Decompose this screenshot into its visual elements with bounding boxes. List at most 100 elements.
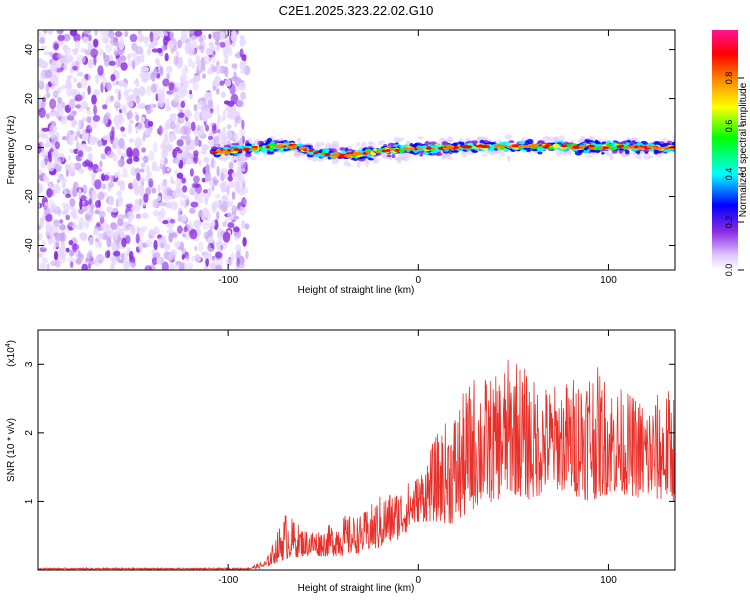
spectrogram-noise-blob	[38, 225, 42, 230]
spectrogram-signal-blob	[499, 151, 506, 157]
spectrogram-noise-blob	[45, 83, 50, 94]
spectrogram-noise-blob	[215, 251, 223, 259]
spectrogram-noise-blob	[127, 88, 133, 93]
spectrogram-signal-blob	[461, 150, 468, 158]
spectrogram-noise-blob	[144, 128, 151, 136]
spectrogram-noise-blob	[122, 214, 129, 219]
spectrogram-noise-blob	[99, 255, 106, 261]
spectrogram-noise-blob	[91, 136, 99, 143]
spectrogram-noise-blob	[75, 104, 82, 109]
spectrogram-noise-blob	[110, 175, 114, 182]
spectrogram-signal-blob	[227, 149, 231, 152]
spectrogram-y-tick-label: 20	[24, 93, 35, 105]
spectrogram-noise-blob	[104, 250, 110, 259]
spectrogram-noise-blob	[53, 250, 59, 261]
spectrogram-noise-blob	[143, 193, 149, 203]
spectrogram-noise-blob	[142, 135, 146, 142]
spectrogram-noise-blob	[128, 138, 135, 143]
spectrogram-noise-blob	[188, 30, 195, 35]
spectrogram-noise-blob	[88, 236, 94, 246]
spectrogram-noise-blob	[39, 37, 45, 44]
spectrogram-signal-blob	[386, 154, 392, 158]
spectrogram-noise-blob	[129, 262, 136, 269]
spectrogram-noise-blob	[223, 58, 229, 65]
spectrogram-noise-blob	[57, 34, 65, 41]
spectrogram-noise-blob	[71, 65, 78, 71]
spectrogram-noise-blob	[193, 73, 201, 83]
spectrogram-noise-blob	[156, 257, 161, 265]
spectrogram-noise-blob	[114, 42, 120, 47]
spectrogram-signal-blob	[247, 145, 252, 149]
spectrogram-noise-blob	[226, 185, 230, 196]
spectrogram-noise-blob	[38, 94, 42, 101]
spectrogram-noise-blob	[74, 135, 78, 141]
spectrogram-noise-blob	[216, 211, 220, 221]
spectrogram-noise-blob	[181, 86, 189, 97]
spectrogram-noise-blob	[49, 230, 55, 239]
spectrogram-signal-blob	[298, 146, 306, 150]
spectrogram-noise-blob	[56, 179, 60, 184]
spectrogram-noise-blob	[242, 236, 247, 247]
snr-chart: -100 0 100 1 2 3 Height of straight line (km…	[5, 329, 676, 594]
spectrogram-noise-blob	[238, 205, 247, 216]
spectrogram-noise-blob	[174, 81, 183, 90]
spectrogram-noise-blob	[241, 187, 248, 195]
spectrogram-noise-blob	[61, 136, 68, 141]
spectrogram-noise-blob	[140, 116, 146, 123]
spectrogram-noise-blob	[207, 229, 214, 237]
snr-multiplier: (x104)	[5, 340, 17, 367]
spectrogram-noise-blob	[165, 201, 172, 209]
spectrogram-noise-blob	[219, 41, 226, 48]
spectrogram-noise-blob	[216, 165, 220, 177]
spectrogram-signal-blob	[618, 144, 624, 148]
spectrogram-noise-blob	[126, 100, 134, 108]
svg-text:(x104): (x104)	[5, 340, 17, 367]
spectrogram-noise-blob	[81, 184, 88, 195]
spectrogram-noise-blob	[122, 167, 128, 175]
spectrogram-signal-blob	[484, 150, 492, 154]
spectrogram-noise-blob	[167, 244, 171, 251]
spectrogram-noise-blob	[174, 94, 179, 100]
spectrogram-noise-blob	[130, 167, 136, 176]
spectrogram-noise-blob	[69, 66, 73, 74]
spectrogram-noise-blob	[72, 48, 78, 56]
spectrogram-noise-blob	[123, 251, 128, 261]
spectrogram-signal-blob	[559, 146, 567, 150]
spectrogram-noise-blob	[102, 104, 108, 110]
spectrogram-signal-blob	[364, 158, 369, 163]
spectrogram-noise-blob	[164, 53, 169, 62]
spectrogram-noise-blob	[40, 60, 49, 69]
spectrogram-noise-blob	[163, 157, 168, 165]
spectrogram-noise-blob	[201, 215, 205, 221]
spectrogram-noise-blob	[90, 48, 99, 58]
spectrogram-noise-blob	[166, 65, 173, 74]
spectrogram-noise-blob	[101, 183, 107, 190]
spectrogram-signal-blob	[465, 145, 473, 149]
spectrogram-noise-blob	[165, 98, 170, 107]
spectrogram-noise-blob	[215, 121, 219, 132]
spectrogram-signal-blob	[649, 148, 654, 152]
spectrogram-noise-blob	[50, 260, 58, 267]
spectrogram-signal-blob	[482, 153, 489, 157]
spectrogram-signal-blob	[558, 135, 565, 142]
spectrogram-noise-blob	[66, 47, 72, 55]
spectrogram-noise-blob	[51, 84, 55, 91]
spectrogram-noise-blob	[207, 98, 214, 110]
spectrogram-noise-blob	[95, 200, 101, 208]
spectrogram-noise-blob	[217, 113, 221, 124]
spectrogram-signal-blob	[250, 147, 258, 151]
spectrogram-noise-blob	[211, 219, 216, 228]
spectrogram-noise-blob	[155, 165, 161, 172]
spectrogram-noise-blob	[109, 54, 113, 63]
spectrogram-noise-blob	[132, 184, 138, 190]
spectrogram-noise-blob	[116, 196, 123, 207]
spectrogram-noise-blob	[114, 171, 118, 179]
spectrogram-noise-blob	[227, 46, 233, 57]
spectrogram-noise-blob	[44, 201, 48, 207]
spectrogram-signal-blob	[324, 153, 331, 157]
spectrogram-y-tick-label: 0	[24, 144, 35, 150]
spectrogram-noise-blob	[205, 258, 210, 267]
spectrogram-noise-blob	[39, 217, 44, 228]
spectrogram-signal-blob	[312, 155, 318, 163]
spectrogram-signal-blob	[216, 141, 223, 145]
